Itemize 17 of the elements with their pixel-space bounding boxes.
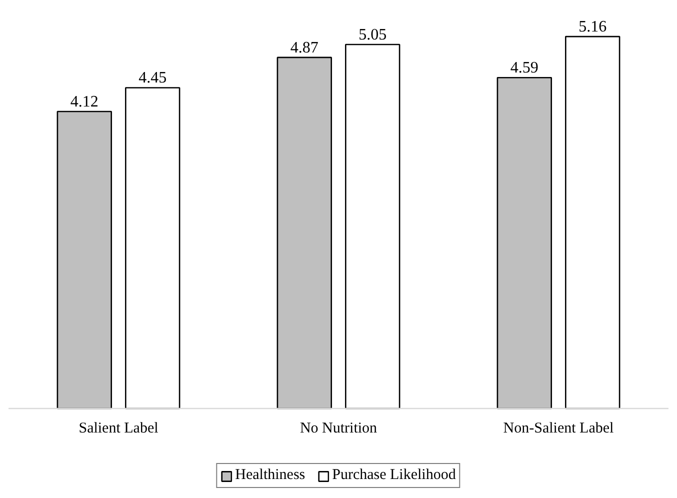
bar	[56, 110, 112, 410]
bar	[125, 87, 180, 410]
x-tick-label: Non-Salient Label	[503, 420, 614, 437]
data-label: 5.05	[358, 26, 387, 44]
data-label: 4.45	[138, 70, 167, 87]
data-label: 4.87	[290, 39, 318, 56]
bar	[496, 76, 552, 410]
bar	[276, 56, 332, 410]
legend-label: Purchase Likelihood	[332, 467, 456, 484]
x-tick-label: No Nutrition	[300, 420, 378, 437]
data-label: 4.59	[510, 60, 538, 77]
x-tick-label: Salient Label	[78, 420, 158, 437]
data-label: 4.12	[70, 94, 98, 111]
data-label: 5.16	[578, 18, 607, 36]
legend-label: Healthiness	[235, 467, 306, 484]
bar	[565, 36, 620, 410]
bar	[345, 44, 400, 410]
